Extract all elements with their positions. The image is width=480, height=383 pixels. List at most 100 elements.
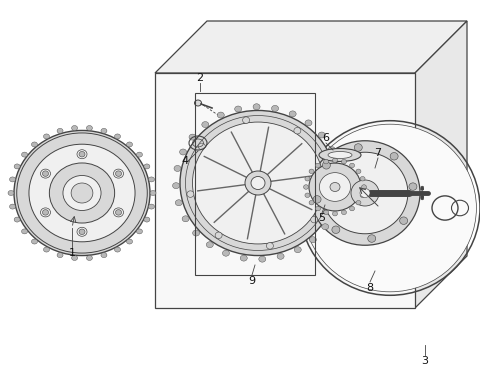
Ellipse shape: [180, 149, 187, 155]
Ellipse shape: [245, 171, 271, 195]
Ellipse shape: [194, 100, 202, 106]
Ellipse shape: [421, 196, 424, 198]
Ellipse shape: [324, 210, 328, 214]
Ellipse shape: [253, 104, 260, 110]
Text: 4: 4: [181, 156, 189, 166]
Ellipse shape: [32, 239, 37, 244]
Ellipse shape: [294, 247, 301, 253]
Text: 8: 8: [366, 283, 373, 293]
Ellipse shape: [318, 132, 325, 138]
Ellipse shape: [335, 163, 341, 169]
Ellipse shape: [303, 185, 309, 189]
Ellipse shape: [400, 217, 408, 224]
Ellipse shape: [322, 152, 408, 234]
Ellipse shape: [309, 169, 314, 173]
Ellipse shape: [319, 149, 361, 162]
Text: 9: 9: [249, 276, 255, 286]
Ellipse shape: [421, 197, 424, 200]
Ellipse shape: [259, 256, 266, 262]
Ellipse shape: [144, 164, 150, 169]
Ellipse shape: [315, 206, 321, 211]
Ellipse shape: [356, 200, 361, 205]
Ellipse shape: [79, 229, 85, 234]
Ellipse shape: [175, 200, 182, 206]
Ellipse shape: [136, 152, 143, 157]
Ellipse shape: [29, 144, 135, 242]
Ellipse shape: [266, 242, 274, 249]
Ellipse shape: [323, 162, 330, 169]
Text: 3: 3: [421, 356, 429, 366]
Ellipse shape: [305, 193, 310, 198]
Ellipse shape: [351, 180, 379, 206]
Ellipse shape: [421, 192, 424, 194]
Ellipse shape: [198, 143, 205, 150]
Ellipse shape: [313, 196, 321, 203]
Ellipse shape: [79, 151, 85, 157]
Ellipse shape: [341, 210, 347, 214]
Ellipse shape: [192, 122, 324, 244]
Ellipse shape: [150, 190, 156, 195]
Ellipse shape: [144, 217, 150, 222]
Ellipse shape: [349, 163, 355, 168]
Ellipse shape: [32, 142, 37, 147]
Ellipse shape: [361, 185, 367, 189]
Ellipse shape: [10, 204, 15, 209]
Ellipse shape: [390, 152, 398, 160]
Ellipse shape: [333, 211, 337, 216]
Ellipse shape: [86, 255, 93, 260]
Ellipse shape: [202, 121, 209, 128]
Ellipse shape: [174, 165, 181, 172]
Ellipse shape: [333, 158, 337, 162]
Ellipse shape: [322, 169, 329, 175]
Ellipse shape: [22, 152, 27, 157]
Ellipse shape: [72, 126, 78, 131]
Ellipse shape: [235, 106, 241, 112]
Ellipse shape: [360, 177, 365, 181]
Ellipse shape: [77, 150, 87, 159]
Ellipse shape: [354, 144, 362, 151]
Ellipse shape: [336, 192, 343, 198]
Ellipse shape: [40, 169, 50, 178]
Ellipse shape: [72, 255, 78, 260]
Ellipse shape: [324, 159, 328, 164]
Ellipse shape: [57, 128, 63, 133]
Ellipse shape: [148, 204, 155, 209]
Ellipse shape: [22, 229, 27, 234]
Ellipse shape: [315, 163, 321, 168]
Ellipse shape: [113, 169, 123, 178]
Ellipse shape: [311, 216, 318, 223]
Ellipse shape: [310, 141, 420, 245]
Ellipse shape: [71, 183, 93, 203]
Ellipse shape: [77, 227, 87, 236]
Ellipse shape: [421, 188, 424, 190]
Ellipse shape: [10, 177, 15, 182]
Ellipse shape: [113, 208, 123, 217]
Ellipse shape: [356, 169, 361, 173]
Ellipse shape: [289, 111, 296, 117]
Ellipse shape: [127, 142, 132, 147]
Ellipse shape: [115, 134, 120, 139]
Ellipse shape: [116, 171, 121, 176]
Ellipse shape: [14, 131, 150, 255]
Ellipse shape: [421, 186, 424, 188]
Ellipse shape: [328, 152, 352, 159]
Ellipse shape: [189, 134, 196, 140]
Ellipse shape: [187, 191, 194, 197]
Ellipse shape: [40, 208, 50, 217]
Ellipse shape: [360, 193, 365, 198]
Ellipse shape: [44, 247, 49, 252]
Text: 6: 6: [323, 133, 329, 143]
Ellipse shape: [148, 177, 155, 182]
Ellipse shape: [8, 190, 14, 195]
Ellipse shape: [360, 188, 370, 198]
Ellipse shape: [63, 175, 101, 211]
Ellipse shape: [277, 253, 284, 259]
Text: 7: 7: [374, 148, 382, 158]
Ellipse shape: [57, 253, 63, 258]
Ellipse shape: [49, 163, 115, 223]
Ellipse shape: [115, 247, 120, 252]
Ellipse shape: [322, 224, 329, 230]
Ellipse shape: [172, 183, 180, 189]
Ellipse shape: [294, 128, 301, 134]
Ellipse shape: [332, 226, 340, 234]
